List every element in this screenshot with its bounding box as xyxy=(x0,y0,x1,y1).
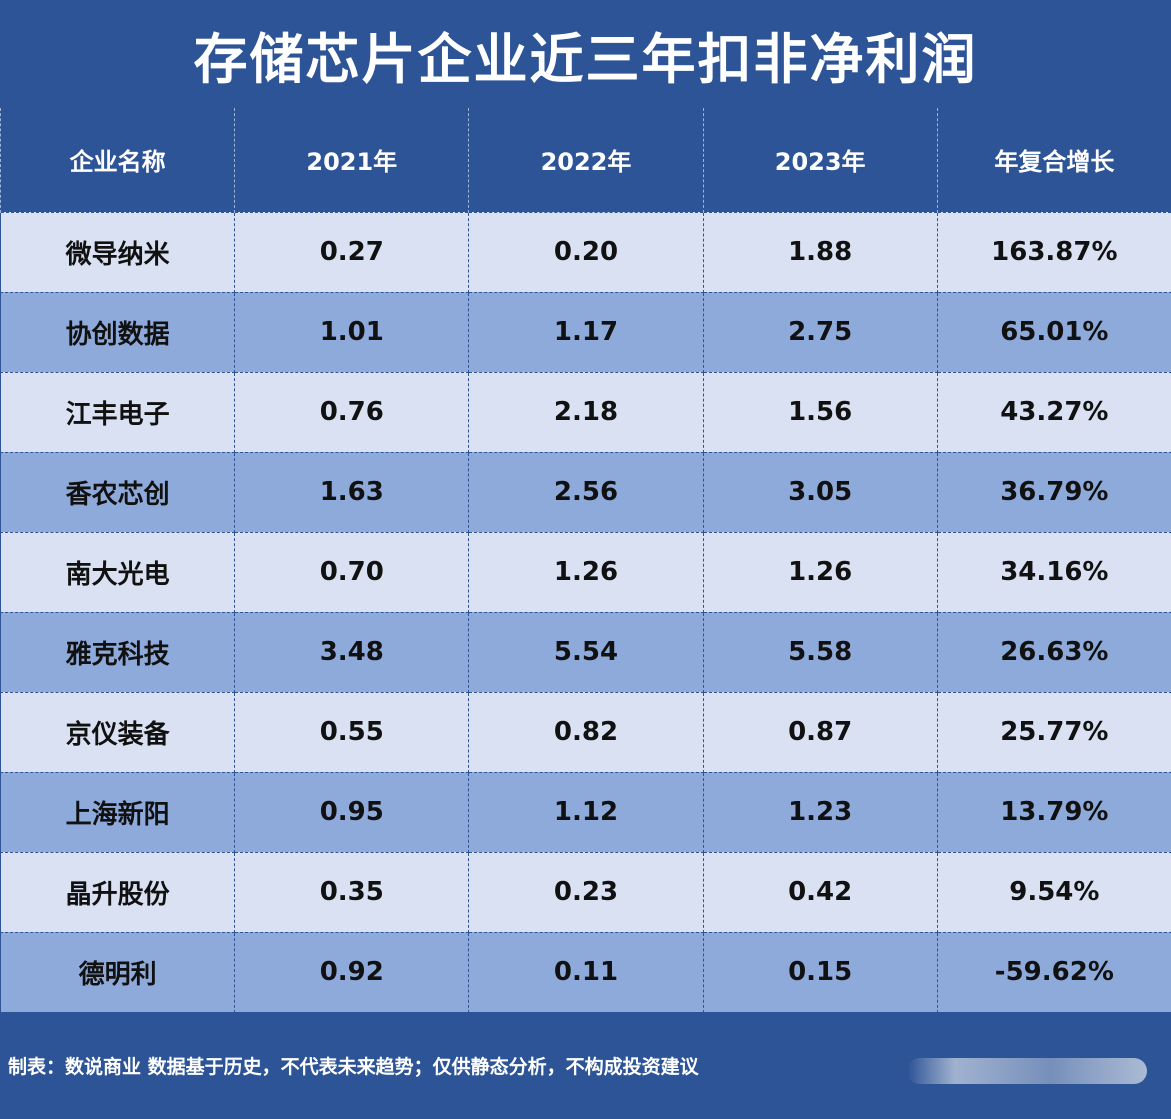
cell-2021: 0.35 xyxy=(234,851,470,933)
cell-company: 雅克科技 xyxy=(0,611,236,693)
cell-company: 微导纳米 xyxy=(0,211,236,293)
table-row: 微导纳米 0.27 0.20 1.88 163.87% xyxy=(0,211,1171,293)
table-row: 上海新阳 0.95 1.12 1.23 13.79% xyxy=(0,771,1171,853)
cell-2021: 1.01 xyxy=(234,291,470,373)
cell-2021: 3.48 xyxy=(234,611,470,693)
cell-2023: 1.88 xyxy=(702,211,938,293)
table-row: 德明利 0.92 0.11 0.15 -59.62% xyxy=(0,931,1171,1013)
table-row: 协创数据 1.01 1.17 2.75 65.01% xyxy=(0,291,1171,373)
chart-title: 存储芯片企业近三年扣非净利润 xyxy=(0,0,1171,109)
table-row: 南大光电 0.70 1.26 1.26 34.16% xyxy=(0,531,1171,613)
header-row: 企业名称 2021年 2022年 2023年 年复合增长 xyxy=(0,108,1171,212)
cell-company: 香农芯创 xyxy=(0,451,236,533)
header-company: 企业名称 xyxy=(0,108,236,212)
cell-2021: 0.76 xyxy=(234,371,470,453)
table-row: 香农芯创 1.63 2.56 3.05 36.79% xyxy=(0,451,1171,533)
table-body: 微导纳米 0.27 0.20 1.88 163.87% 协创数据 1.01 1.17 2.75 6… xyxy=(0,211,1171,1013)
cell-2022: 2.18 xyxy=(468,371,704,453)
cell-2021: 0.55 xyxy=(234,691,470,773)
header-cagr: 年复合增长 xyxy=(936,108,1171,212)
cell-cagr: 26.63% xyxy=(936,611,1171,693)
cell-2021: 0.27 xyxy=(234,211,470,293)
cell-2022: 1.26 xyxy=(468,531,704,613)
cell-cagr: 25.77% xyxy=(936,691,1171,773)
cell-2023: 0.15 xyxy=(702,931,938,1013)
table-row: 雅克科技 3.48 5.54 5.58 26.63% xyxy=(0,611,1171,693)
cell-cagr: 43.27% xyxy=(936,371,1171,453)
cell-company: 德明利 xyxy=(0,931,236,1013)
watermark xyxy=(907,1058,1147,1084)
cell-cagr: -59.62% xyxy=(936,931,1171,1013)
cell-2021: 0.70 xyxy=(234,531,470,613)
cell-2022: 1.17 xyxy=(468,291,704,373)
cell-2021: 0.95 xyxy=(234,771,470,853)
cell-2023: 0.42 xyxy=(702,851,938,933)
cell-company: 上海新阳 xyxy=(0,771,236,853)
cell-2023: 1.56 xyxy=(702,371,938,453)
cell-cagr: 9.54% xyxy=(936,851,1171,933)
cell-cagr: 163.87% xyxy=(936,211,1171,293)
cell-cagr: 36.79% xyxy=(936,451,1171,533)
cell-2023: 1.23 xyxy=(702,771,938,853)
cell-company: 协创数据 xyxy=(0,291,236,373)
cell-2023: 1.26 xyxy=(702,531,938,613)
cell-2023: 2.75 xyxy=(702,291,938,373)
cell-company: 江丰电子 xyxy=(0,371,236,453)
header-2021: 2021年 xyxy=(234,108,470,212)
cell-company: 京仪装备 xyxy=(0,691,236,773)
source-note: 制表：数说商业 数据基于历史，不代表未来趋势；仅供静态分析，不构成投资建议 xyxy=(8,1056,699,1078)
cell-cagr: 65.01% xyxy=(936,291,1171,373)
header-2023: 2023年 xyxy=(702,108,938,212)
cell-2022: 0.23 xyxy=(468,851,704,933)
cell-cagr: 34.16% xyxy=(936,531,1171,613)
cell-2023: 5.58 xyxy=(702,611,938,693)
cell-2022: 0.11 xyxy=(468,931,704,1013)
cell-2022: 2.56 xyxy=(468,451,704,533)
cell-2022: 0.20 xyxy=(468,211,704,293)
table-row: 京仪装备 0.55 0.82 0.87 25.77% xyxy=(0,691,1171,773)
cell-2022: 1.12 xyxy=(468,771,704,853)
footer: 制表：数说商业 数据基于历史，不代表未来趋势；仅供静态分析，不构成投资建议 xyxy=(0,1012,1171,1119)
cell-2023: 3.05 xyxy=(702,451,938,533)
profit-table: 企业名称 2021年 2022年 2023年 年复合增长 微导纳米 0.27 0.2… xyxy=(0,108,1171,1013)
cell-2022: 5.54 xyxy=(468,611,704,693)
cell-2023: 0.87 xyxy=(702,691,938,773)
cell-cagr: 13.79% xyxy=(936,771,1171,853)
table-row: 江丰电子 0.76 2.18 1.56 43.27% xyxy=(0,371,1171,453)
cell-company: 晶升股份 xyxy=(0,851,236,933)
cell-2022: 0.82 xyxy=(468,691,704,773)
cell-2021: 1.63 xyxy=(234,451,470,533)
cell-2021: 0.92 xyxy=(234,931,470,1013)
table-row: 晶升股份 0.35 0.23 0.42 9.54% xyxy=(0,851,1171,933)
header-2022: 2022年 xyxy=(468,108,704,212)
cell-company: 南大光电 xyxy=(0,531,236,613)
